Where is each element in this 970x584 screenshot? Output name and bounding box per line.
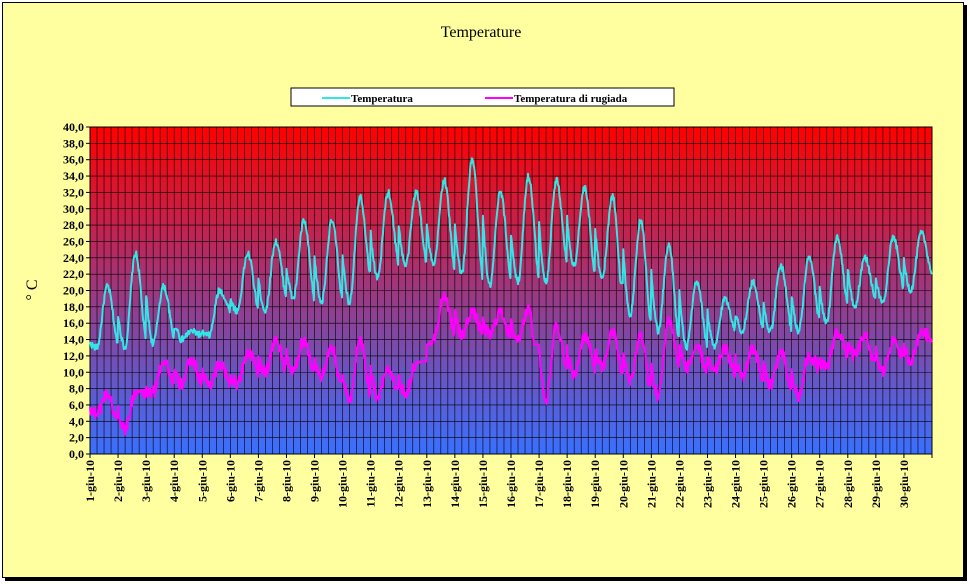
y-tick-label: 30,0 — [63, 202, 84, 216]
x-tick-label: 20-giu-10 — [616, 460, 630, 508]
x-tick-label: 8-giu-10 — [279, 460, 293, 502]
x-tick-label: 17-giu-10 — [532, 460, 546, 508]
y-tick-label: 40,0 — [63, 120, 84, 134]
chart-title: Temperature — [441, 24, 522, 41]
x-tick-label: 12-giu-10 — [392, 460, 406, 508]
y-tick-label: 36,0 — [63, 153, 84, 167]
legend-label-temperatura: Temperatura — [351, 93, 413, 105]
y-tick-label: 38,0 — [63, 136, 84, 150]
x-tick-label: 24-giu-10 — [729, 460, 743, 508]
x-tick-label: 16-giu-10 — [504, 460, 518, 508]
y-tick-label: 22,0 — [63, 267, 84, 281]
x-tick-label: 25-giu-10 — [757, 460, 771, 508]
y-tick-label: 24,0 — [63, 251, 84, 265]
x-axis: 1-giu-10 2-giu-10 3-giu-10 4-giu-10 5-giu-10… — [83, 454, 933, 508]
y-tick-label: 14,0 — [63, 333, 84, 347]
grid — [90, 127, 932, 454]
x-tick-label: 6-giu-10 — [223, 460, 237, 502]
x-tick-label: 5-giu-10 — [195, 460, 209, 502]
legend-label-rugiada: Temperatura di rugiada — [514, 93, 628, 105]
y-tick-label: 6,0 — [69, 398, 84, 412]
y-axis-label: ° C — [24, 279, 41, 300]
x-tick-label: 3-giu-10 — [139, 460, 153, 502]
y-tick-label: 32,0 — [63, 185, 84, 199]
series-layer — [89, 157, 933, 436]
x-tick-label: 30-giu-10 — [897, 460, 911, 508]
y-tick-label: 28,0 — [63, 218, 84, 232]
x-tick-label: 14-giu-10 — [448, 460, 462, 508]
x-tick-label: 2-giu-10 — [111, 460, 125, 502]
y-axis: 0,0 2,0 4,0 6,0 8,0 10,0 12,0 14,0 16,0 18,0 20,0 2… — [63, 120, 90, 461]
x-tick-label: 9-giu-10 — [308, 460, 322, 502]
y-tick-label: 18,0 — [63, 300, 84, 314]
series-line-0 — [89, 157, 933, 351]
x-tick-label: 23-giu-10 — [700, 460, 714, 508]
x-tick-label: 29-giu-10 — [869, 460, 883, 508]
x-tick-label: 22-giu-10 — [672, 460, 686, 508]
x-tick-label: 27-giu-10 — [813, 460, 827, 508]
x-tick-label: 13-giu-10 — [420, 460, 434, 508]
y-tick-label: 20,0 — [63, 284, 84, 298]
y-tick-label: 2,0 — [69, 431, 84, 445]
x-tick-label: 15-giu-10 — [476, 460, 490, 508]
y-tick-label: 4,0 — [69, 414, 84, 428]
y-tick-label: 26,0 — [63, 234, 84, 248]
legend-box — [290, 87, 675, 107]
legend: Temperatura Temperatura di rugiada — [290, 87, 675, 107]
y-tick-label: 10,0 — [63, 365, 84, 379]
y-tick-label: 16,0 — [63, 316, 84, 330]
y-tick-label: 0,0 — [69, 447, 84, 461]
x-tick-label: 28-giu-10 — [841, 460, 855, 508]
x-tick-label: 19-giu-10 — [588, 460, 602, 508]
y-tick-label: 8,0 — [69, 382, 84, 396]
y-tick-label: 12,0 — [63, 349, 84, 363]
x-tick-label: 4-giu-10 — [167, 460, 181, 502]
series-line-1 — [89, 291, 933, 436]
x-tick-label: 11-giu-10 — [364, 460, 378, 507]
y-tick-label: 34,0 — [63, 169, 84, 183]
x-tick-label: 10-giu-10 — [336, 460, 350, 508]
x-tick-label: 18-giu-10 — [560, 460, 574, 508]
x-tick-label: 26-giu-10 — [785, 460, 799, 508]
x-tick-label: 1-giu-10 — [83, 460, 97, 502]
x-tick-label: 21-giu-10 — [644, 460, 658, 508]
x-tick-label: 7-giu-10 — [251, 460, 265, 502]
